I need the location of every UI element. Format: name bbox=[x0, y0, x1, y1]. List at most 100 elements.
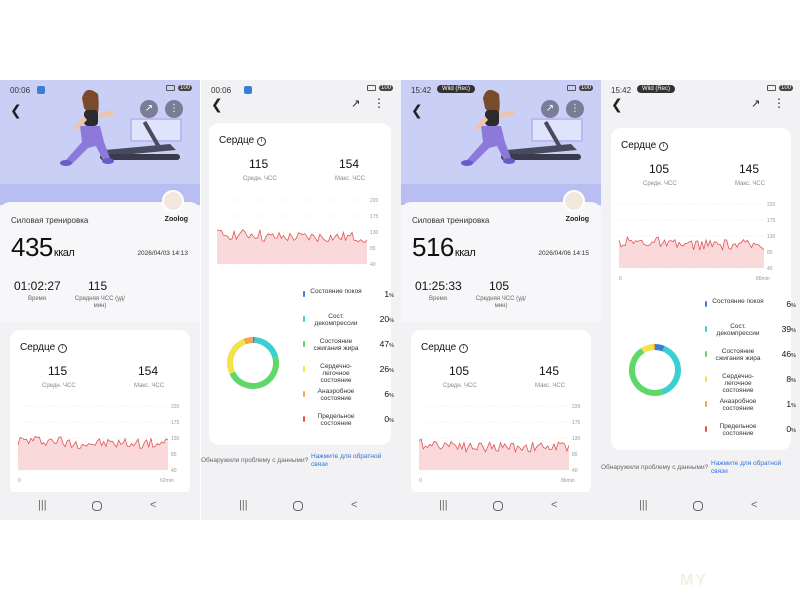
avg-hr-value: 115 bbox=[88, 279, 108, 293]
floor-decoration bbox=[0, 184, 200, 205]
avg-hr-label: Средн. ЧСС bbox=[643, 181, 677, 187]
zone-percent: 6% bbox=[786, 299, 796, 309]
home-button[interactable] bbox=[293, 501, 303, 511]
share-icon[interactable]: ↗ bbox=[351, 98, 361, 110]
recording-pill[interactable]: Wild (Rec) bbox=[637, 85, 675, 93]
status-icons: 100 bbox=[566, 85, 593, 91]
system-back-button[interactable]: < bbox=[150, 499, 157, 511]
system-back-button[interactable]: < bbox=[551, 499, 558, 511]
avg-hr-label: Средняя ЧСС (уд/мин) bbox=[74, 296, 126, 309]
status-icons: 100 bbox=[366, 85, 393, 91]
heart-rate-chart: 220 175 130 85 40 0 86min bbox=[619, 202, 776, 282]
avatar[interactable] bbox=[563, 190, 585, 212]
hr-line bbox=[419, 438, 570, 454]
back-arrow-icon[interactable]: ❮ bbox=[211, 96, 223, 112]
zone-color-marker bbox=[705, 301, 707, 307]
y-tick-label: 40 bbox=[572, 468, 578, 474]
calories-value: 435ккал bbox=[11, 232, 75, 262]
floor-decoration bbox=[401, 184, 601, 205]
zone-color-marker bbox=[303, 391, 305, 397]
status-bar: 15:42 Wild (Rec) 100 bbox=[401, 80, 601, 100]
more-options-button[interactable]: ⋮ bbox=[165, 100, 183, 118]
notification-icon bbox=[37, 86, 45, 94]
system-back-button[interactable]: < bbox=[751, 499, 758, 511]
back-arrow-icon[interactable]: ❮ bbox=[611, 96, 623, 112]
share-button[interactable]: ↗ bbox=[140, 100, 158, 118]
feedback-link[interactable]: Нажмите для обратной связи bbox=[711, 460, 782, 475]
zone-color-marker bbox=[303, 316, 305, 322]
max-hr-label: Макс. ЧСС bbox=[335, 176, 366, 182]
window-decoration bbox=[130, 118, 182, 142]
y-tick-label: 130 bbox=[370, 230, 379, 236]
recent-apps-button[interactable]: ||| bbox=[439, 499, 448, 511]
y-tick-label: 85 bbox=[767, 250, 773, 256]
back-arrow-icon[interactable]: ❮ bbox=[411, 102, 423, 118]
system-back-button[interactable]: < bbox=[351, 499, 358, 511]
info-icon[interactable]: i bbox=[459, 344, 469, 353]
signal-icon bbox=[165, 85, 175, 91]
status-icons: 100 bbox=[165, 85, 192, 91]
more-options-icon[interactable]: ⋮ bbox=[373, 96, 385, 110]
back-arrow-icon[interactable]: ❮ bbox=[10, 102, 22, 118]
share-button[interactable]: ↗ bbox=[541, 100, 559, 118]
heart-zones-list: Состояние покоя 1% Сост. декомпрессии 20% Со… bbox=[209, 288, 394, 438]
home-button[interactable] bbox=[493, 501, 503, 511]
duration-value: 01:02:27 bbox=[14, 279, 61, 293]
info-icon[interactable]: i bbox=[58, 344, 68, 353]
donut-slice-3 bbox=[641, 344, 654, 354]
battery-level: 100 bbox=[778, 85, 793, 91]
y-tick-label: 130 bbox=[171, 436, 180, 442]
feedback-link[interactable]: Нажмите для обратной связи bbox=[311, 453, 382, 468]
battery-level: 100 bbox=[578, 85, 593, 91]
zone-percent: 1% bbox=[786, 399, 796, 409]
y-tick-label: 220 bbox=[171, 404, 180, 410]
zone-label: Состояние сжигания жира bbox=[715, 348, 761, 362]
zone-percent: 0% bbox=[786, 424, 796, 434]
x-tick-label: 0 bbox=[619, 276, 622, 282]
zone-color-marker bbox=[303, 341, 305, 347]
heart-card[interactable]: Сердце i 115 Средн. ЧСС 154 Макс. ЧСС 220… bbox=[10, 330, 190, 495]
zone-color-marker bbox=[303, 366, 305, 372]
y-tick-label: 175 bbox=[572, 420, 581, 426]
recent-apps-button[interactable]: ||| bbox=[38, 499, 47, 511]
recording-pill[interactable]: Wild (Rec) bbox=[437, 85, 475, 93]
system-nav-bar: ||| < bbox=[0, 492, 200, 520]
feedback-prompt: Обнаружили проблему с данными? bbox=[601, 464, 709, 471]
status-bar: 00:06 100 bbox=[201, 80, 401, 100]
status-icons: 100 bbox=[766, 85, 793, 91]
avatar[interactable] bbox=[162, 190, 184, 212]
workout-type: Силовая тренировка bbox=[11, 216, 89, 225]
status-time: 00:06 bbox=[10, 86, 31, 95]
recent-apps-button[interactable]: ||| bbox=[239, 499, 248, 511]
info-icon[interactable]: i bbox=[257, 137, 267, 146]
share-icon[interactable]: ↗ bbox=[751, 98, 761, 110]
heart-card[interactable]: Сердце i 105 Средн. ЧСС 145 Макс. ЧСС 220… bbox=[411, 330, 591, 495]
more-options-icon[interactable]: ⋮ bbox=[773, 96, 785, 110]
workout-info-card: Zoolog Силовая тренировка 516ккал 2026/0… bbox=[401, 190, 601, 322]
info-icon[interactable]: i bbox=[659, 142, 669, 151]
y-tick-label: 175 bbox=[171, 420, 180, 426]
y-tick-label: 220 bbox=[370, 198, 379, 204]
zone-color-marker bbox=[705, 376, 707, 382]
duration-value: 01:25:33 bbox=[415, 279, 462, 293]
y-tick-label: 220 bbox=[767, 202, 776, 208]
zone-color-marker bbox=[705, 326, 707, 332]
avg-hr-label: Средн. ЧСС bbox=[443, 383, 477, 389]
x-tick-label: 86min bbox=[756, 276, 770, 282]
home-button[interactable] bbox=[693, 501, 703, 511]
system-nav-bar: ||| < bbox=[401, 492, 601, 520]
screen-heart-details-2: 15:42 Wild (Rec) 100 ❮ ↗ ⋮ Сердце i 105 С… bbox=[601, 80, 800, 520]
home-button[interactable] bbox=[92, 501, 102, 511]
zone-label: Состояние сжигания жира bbox=[313, 338, 359, 352]
system-nav-bar: ||| < bbox=[601, 492, 800, 520]
recent-apps-button[interactable]: ||| bbox=[639, 499, 648, 511]
battery-level: 100 bbox=[378, 85, 393, 91]
zone-label: Предельное состояние bbox=[719, 423, 757, 437]
battery-level: 100 bbox=[177, 85, 192, 91]
heart-card-title: Сердце i bbox=[219, 135, 267, 146]
calories-value: 516ккал bbox=[412, 232, 476, 262]
hr-area bbox=[419, 439, 569, 470]
max-hr-value: 145 bbox=[739, 162, 760, 176]
more-options-button[interactable]: ⋮ bbox=[566, 100, 584, 118]
zone-label: Сердечно-легочное состояние bbox=[320, 363, 352, 384]
